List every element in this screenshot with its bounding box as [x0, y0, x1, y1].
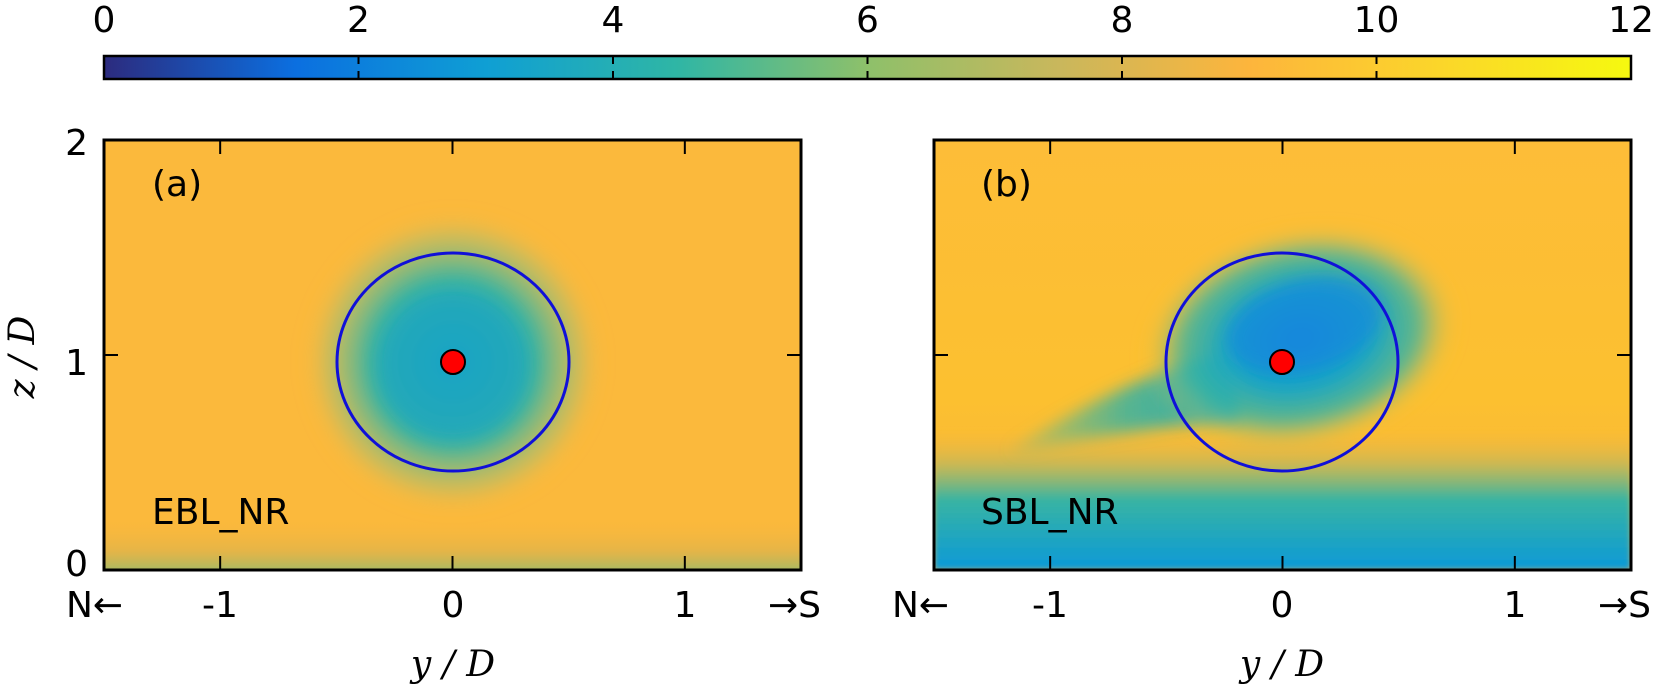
panel-a-case-label: EBL_NR: [152, 492, 289, 533]
panel-a-ticks: [104, 140, 801, 570]
panel-a-north-label: N←: [66, 585, 123, 626]
colorbar-tick-label: 2: [347, 0, 370, 41]
colorbar-tick-label: 0: [93, 0, 116, 41]
panel-a-label: (a): [152, 164, 202, 205]
colorbar-tick-label: 6: [856, 0, 879, 41]
panel-a-y-tick-1: 1: [65, 343, 88, 384]
colorbar-tick-label: 4: [602, 0, 625, 41]
panel-a-south-label: →S: [768, 585, 821, 626]
panel-b: (b) SBL_NR -1 0 1 N← →S y / D: [892, 138, 1651, 685]
panel-a-y-tick-2: 2: [65, 123, 88, 164]
panel-b-label: (b): [981, 164, 1032, 205]
panel-a: (a) EBL_NR 0 1 2 -1 0 1 N← →S y / D z / …: [2, 123, 821, 685]
panel-a-y-tick-0: 0: [65, 544, 88, 585]
panel-a-x-tick-neg1: -1: [202, 585, 238, 626]
colorbar-ticks: 0 2 4 6 8 10 12: [93, 0, 1654, 79]
panel-a-rotor-circle: [335, 251, 571, 473]
panel-b-x-tick-0: 0: [1271, 585, 1294, 626]
panel-b-case-label: SBL_NR: [981, 492, 1119, 533]
panel-b-x-tick-1: 1: [1504, 585, 1527, 626]
panel-b-ground-layer: [934, 430, 1631, 570]
colorbar-tick-label: 12: [1608, 0, 1654, 41]
panel-b-south-label: →S: [1598, 585, 1651, 626]
panel-a-y-axis-label: z / D: [2, 315, 43, 399]
panel-b-x-tick-neg1: -1: [1032, 585, 1068, 626]
panel-a-x-axis-label: y / D: [409, 644, 495, 685]
panel-b-ticks: [934, 140, 1631, 570]
panel-a-x-tick-0: 0: [442, 585, 465, 626]
panel-b-wake-core: [1226, 276, 1384, 374]
colorbar-tick-label: 8: [1111, 0, 1134, 41]
panel-b-x-axis-label: y / D: [1238, 644, 1324, 685]
colorbar-tick-label: 10: [1354, 0, 1400, 41]
panel-b-rotor-circle: [1164, 251, 1400, 473]
colorbar: 0 2 4 6 8 10 12: [93, 0, 1654, 81]
panel-b-hub-marker: [1269, 349, 1295, 375]
panel-a-hub-marker: [440, 349, 466, 375]
panel-b-north-label: N←: [892, 585, 949, 626]
panel-a-x-tick-1: 1: [674, 585, 697, 626]
